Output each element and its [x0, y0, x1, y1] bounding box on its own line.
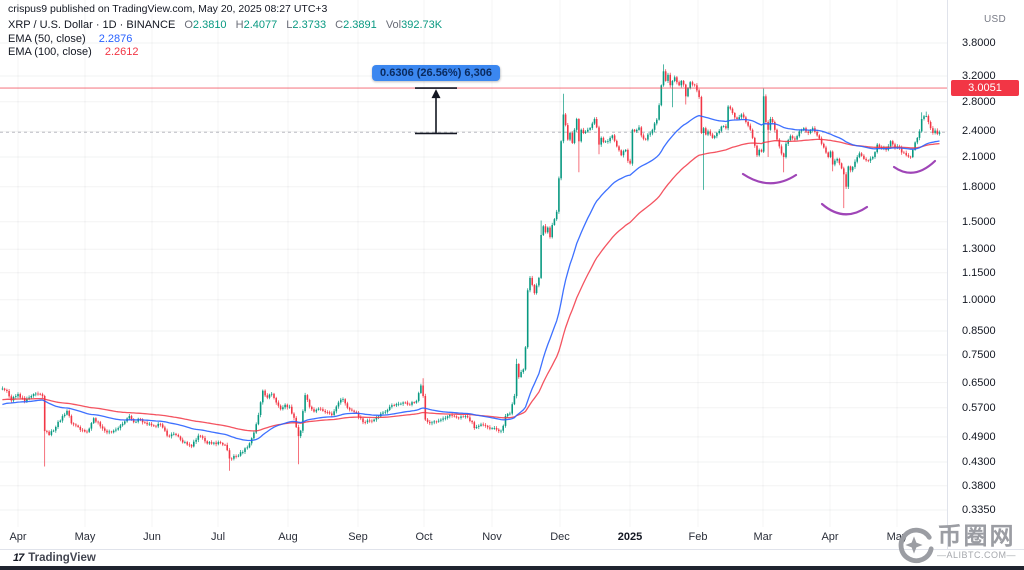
- price-level-badge[interactable]: 3.0051: [951, 80, 1019, 97]
- open-value: 2.3810: [192, 19, 227, 31]
- price-tick-label: 1.8000: [962, 180, 996, 193]
- site-watermark: 币圈网 —ALIBTC.COM—: [893, 524, 1016, 566]
- time-tick-label: Oct: [415, 531, 433, 543]
- bottom-border: [0, 566, 1024, 570]
- volume-key: Vol: [385, 19, 402, 31]
- price-tick-label: 1.3000: [962, 243, 996, 256]
- price-tick-label: 0.6500: [962, 376, 996, 389]
- low-value: 2.3733: [292, 19, 327, 31]
- purple-arc-annotation[interactable]: [741, 172, 798, 185]
- time-tick-label: Jun: [143, 531, 161, 543]
- published-byline: crispus9 published on TradingView.com, M…: [8, 3, 328, 15]
- time-tick-label: Mar: [753, 531, 773, 543]
- time-axis[interactable]: Apr May Jun Jul Aug Sep Oct Nov Dec 2025 Feb Mar Apr…: [0, 527, 947, 549]
- candlesticks: [1, 64, 941, 471]
- time-tick-label: Feb: [688, 531, 708, 543]
- footer-bar: 17 TradingView: [0, 549, 1024, 567]
- ema100-value: 2.2612: [104, 46, 139, 58]
- price-tick-label: 3.2000: [962, 70, 996, 82]
- ema50-value: 2.2876: [98, 33, 133, 45]
- price-range-measure-tool[interactable]: [415, 87, 457, 135]
- time-tick-label: Nov: [482, 531, 502, 543]
- grid-lines: [0, 0, 947, 527]
- price-tick-label: 0.3800: [962, 479, 996, 492]
- time-tick-label: 2025: [617, 531, 643, 543]
- time-tick-label: Jul: [210, 531, 226, 543]
- tradingview-logo[interactable]: 17 TradingView: [13, 552, 96, 564]
- time-tick-label: Dec: [550, 531, 570, 543]
- price-tick-label: 1.5000: [962, 215, 996, 228]
- tradingview-logo-text: TradingView: [28, 552, 96, 564]
- ema100-line[interactable]: [2, 138, 940, 432]
- price-tick-label: 1.0000: [962, 293, 996, 306]
- ema100-legend-row[interactable]: EMA (100, close) 2.2612: [8, 46, 442, 58]
- time-tick-label: Apr: [821, 531, 839, 543]
- chart-header: crispus9 published on TradingView.com, M…: [8, 3, 442, 59]
- watermark-text: 币圈网: [937, 523, 1016, 550]
- time-tick-label: May: [74, 531, 96, 543]
- ema50-line[interactable]: [2, 114, 940, 442]
- currency-label: USD: [984, 14, 1007, 25]
- low-key: L: [286, 19, 293, 31]
- open-key: O: [184, 19, 193, 31]
- time-tick-label: Aug: [278, 531, 298, 543]
- ema50-label: EMA (50, close): [8, 33, 86, 45]
- close-key: C: [335, 19, 344, 31]
- coin-swirl-icon: [898, 527, 934, 564]
- price-tick-label: 3.8000: [962, 37, 996, 49]
- purple-arc-annotation[interactable]: [892, 159, 937, 174]
- price-axis[interactable]: USD 3.8000 3.2000 2.8000 2.4000 2.1000 1.8000…: [947, 0, 1024, 549]
- price-tick-label: 0.3350: [962, 504, 996, 516]
- symbol-title[interactable]: XRP / U.S. Dollar · 1D · BINANCE: [8, 19, 176, 31]
- high-value: 2.4077: [243, 19, 278, 31]
- price-tick-label: 0.4300: [962, 456, 996, 468]
- ema100-label: EMA (100, close): [8, 46, 92, 58]
- close-value: 2.3891: [343, 19, 377, 31]
- price-tick-label: 1.1500: [962, 266, 996, 279]
- price-tick-label: 0.5700: [962, 401, 996, 414]
- high-key: H: [235, 19, 244, 31]
- ema50-legend-row[interactable]: EMA (50, close) 2.2876: [8, 33, 442, 45]
- price-tick-label: 0.7500: [962, 349, 996, 361]
- measure-label[interactable]: 0.6306 (26.56%) 6,306: [372, 65, 500, 81]
- price-tick-label: 2.4000: [962, 125, 996, 138]
- symbol-ohlc-row: XRP / U.S. Dollar · 1D · BINANCE O2.3810…: [8, 19, 442, 31]
- price-tick-label: 0.8500: [962, 325, 996, 337]
- tradingview-mark-icon: 17: [13, 552, 24, 564]
- purple-arc-annotation[interactable]: [820, 202, 869, 216]
- volume-value: 392.73K: [401, 19, 443, 31]
- price-tick-label: 0.4900: [962, 430, 996, 443]
- price-tick-label: 2.8000: [962, 95, 996, 108]
- arrow-up-icon: [431, 89, 441, 99]
- time-tick-label: Sep: [348, 531, 368, 543]
- time-tick-label: Apr: [9, 531, 27, 543]
- price-tick-label: 2.1000: [962, 151, 996, 163]
- watermark-site: —ALIBTC.COM—: [936, 550, 1016, 560]
